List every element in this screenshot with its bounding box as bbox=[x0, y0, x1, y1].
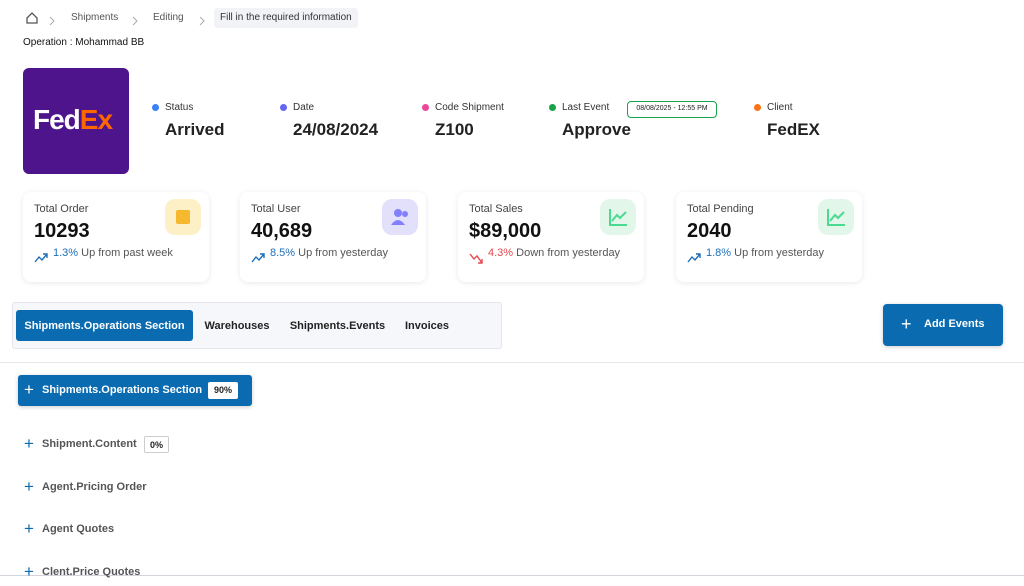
stat-change: 4.3% bbox=[488, 247, 514, 259]
plus-icon: + bbox=[24, 562, 34, 581]
trend-icon-svg bbox=[251, 253, 265, 263]
chevron-svg bbox=[199, 16, 205, 26]
section-header[interactable]: + Agent Quotes bbox=[18, 517, 318, 543]
info-dot bbox=[754, 104, 761, 111]
chevron bbox=[48, 13, 56, 31]
logo: FedEx bbox=[23, 68, 129, 174]
trend-icon bbox=[469, 252, 483, 270]
stat-icon-svg bbox=[609, 209, 627, 226]
stat-note: Up from past week bbox=[78, 247, 173, 259]
info-dot bbox=[280, 104, 287, 111]
tab[interactable]: Shipments.Events bbox=[289, 320, 386, 332]
stat-change-line: 1.8% Up from yesterday bbox=[706, 245, 856, 261]
plus-icon: + bbox=[24, 519, 34, 538]
stat-note: Down from yesterday bbox=[513, 247, 621, 259]
plus-icon: + bbox=[24, 380, 34, 399]
section-label: Shipments.Operations Section bbox=[42, 384, 203, 396]
section-header[interactable]: + Shipments.Operations Section 90% bbox=[18, 375, 252, 406]
chevron-svg bbox=[49, 16, 55, 26]
stat-icon-svg bbox=[827, 209, 845, 226]
stat-card: Total User 40,689 8.5% Up from yesterday bbox=[240, 192, 426, 282]
info-value: Approve bbox=[562, 120, 631, 139]
button-label: Add Events bbox=[924, 318, 985, 330]
info-dot bbox=[549, 104, 556, 111]
tab[interactable]: Shipments.Operations Section bbox=[16, 310, 193, 341]
stat-change-line: 8.5% Up from yesterday bbox=[270, 245, 420, 261]
logo-part: Fed bbox=[33, 104, 81, 135]
stat-value: $89,000 bbox=[469, 220, 542, 242]
stat-change-line: 1.3% Up from past week bbox=[53, 245, 178, 261]
trend-icon-svg bbox=[469, 253, 483, 264]
section-label: Agent.Pricing Order bbox=[42, 481, 147, 493]
info-value: 24/08/2024 bbox=[293, 120, 379, 139]
info-label: Date bbox=[293, 102, 315, 113]
stat-title: Total Sales bbox=[469, 203, 523, 215]
trend-icon bbox=[251, 252, 265, 270]
operation-label: Operation : Mohammad BB bbox=[23, 37, 145, 48]
plus-icon: + bbox=[24, 434, 34, 453]
stat-card: Total Order 10293 1.3% Up from past week bbox=[23, 192, 209, 282]
tab[interactable]: Warehouses bbox=[204, 320, 270, 332]
trend-icon-svg bbox=[34, 253, 48, 263]
stat-icon bbox=[165, 199, 201, 235]
logo-text: FedEx bbox=[33, 104, 113, 136]
chevron bbox=[131, 13, 139, 31]
stat-note: Up from yesterday bbox=[731, 247, 824, 259]
stat-change: 1.3% bbox=[53, 247, 79, 259]
trend-icon bbox=[34, 252, 48, 270]
section-label: Agent Quotes bbox=[42, 523, 115, 535]
plus-icon: + bbox=[24, 477, 34, 496]
section-badge: 90% bbox=[208, 382, 239, 399]
home-icon[interactable] bbox=[25, 11, 39, 25]
stat-title: Total User bbox=[251, 203, 301, 215]
section-header[interactable]: + Shipment.Content 0% bbox=[18, 432, 318, 458]
stat-card: Total Pending 2040 1.8% Up from yesterday bbox=[676, 192, 862, 282]
info-value: Z100 bbox=[435, 120, 474, 139]
tab[interactable]: Invoices bbox=[404, 320, 450, 332]
info-dot bbox=[152, 104, 159, 111]
stat-icon-svg bbox=[391, 209, 408, 225]
info-label: Status bbox=[165, 102, 194, 113]
add-events-button[interactable]: + Add Events bbox=[883, 304, 1003, 346]
stat-value: 10293 bbox=[34, 220, 90, 242]
stat-icon-svg bbox=[176, 210, 190, 224]
info-dot bbox=[422, 104, 429, 111]
breadcrumb-link[interactable]: Editing bbox=[153, 12, 184, 23]
logo-part: Ex bbox=[79, 104, 113, 135]
trend-icon-svg bbox=[687, 253, 701, 263]
section-header[interactable]: + Clent.Price Quotes bbox=[18, 560, 318, 586]
stat-card: Total Sales $89,000 4.3% Down from yesterd… bbox=[458, 192, 644, 282]
stat-icon bbox=[818, 199, 854, 235]
divider bbox=[0, 362, 1024, 363]
trend-icon bbox=[687, 252, 701, 270]
stat-value: 40,689 bbox=[251, 220, 313, 242]
stat-change-line: 4.3% Down from yesterday bbox=[488, 245, 638, 261]
stat-value: 2040 bbox=[687, 220, 732, 242]
breadcrumb-link[interactable]: Shipments bbox=[71, 12, 119, 23]
section-label: Clent.Price Quotes bbox=[42, 566, 141, 578]
stat-note: Up from yesterday bbox=[295, 247, 388, 259]
stat-icon bbox=[600, 199, 636, 235]
stat-title: Total Order bbox=[34, 203, 89, 215]
chevron bbox=[198, 13, 206, 31]
breadcrumb-current: Fill in the required information bbox=[214, 8, 358, 28]
section-badge: 0% bbox=[144, 436, 170, 453]
info-value: Arrived bbox=[165, 120, 225, 139]
info-value: FedEX bbox=[767, 120, 820, 139]
info-label: Code Shipment bbox=[435, 102, 504, 113]
event-badge: 08/08/2025 - 12:55 PM bbox=[627, 101, 717, 118]
section-label: Shipment.Content bbox=[42, 438, 137, 450]
stat-change: 1.8% bbox=[706, 247, 732, 259]
section-header[interactable]: + Agent.Pricing Order bbox=[18, 475, 318, 501]
plus-icon: + bbox=[901, 314, 912, 334]
info-label: Last Event bbox=[562, 102, 610, 113]
info-label: Client bbox=[767, 102, 793, 113]
stat-title: Total Pending bbox=[687, 203, 754, 215]
stat-icon bbox=[382, 199, 418, 235]
chevron-svg bbox=[132, 16, 138, 26]
stat-change: 8.5% bbox=[270, 247, 296, 259]
